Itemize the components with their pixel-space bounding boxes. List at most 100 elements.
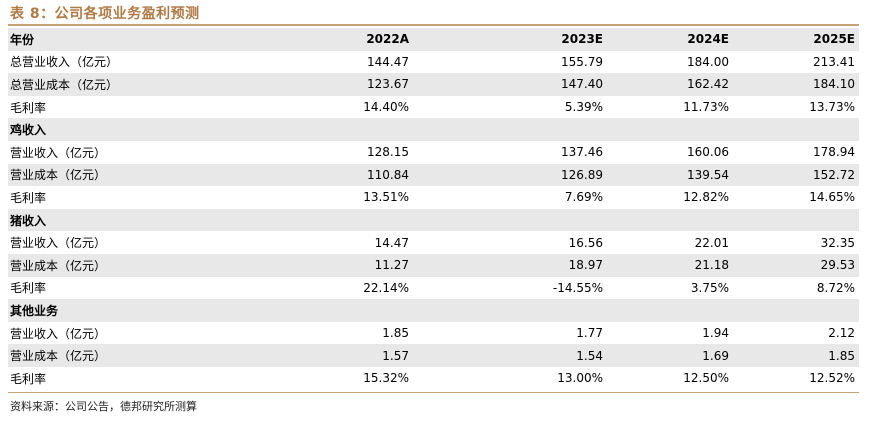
value-cell: 11.73% <box>683 100 729 115</box>
header-year: 2024E <box>607 28 733 51</box>
value-cell: 1.57 <box>312 344 417 367</box>
value-cell: 32.35 <box>820 235 855 250</box>
table-title: 表 8：公司各项业务盈利预测 <box>10 6 200 22</box>
value-cell: 11.27 <box>312 253 417 277</box>
value-cell: 160.06 <box>687 145 729 160</box>
value-cell: 12.50% <box>683 371 729 386</box>
forecast-table-body: 年份 2022A 2023E 2024E 2025E 总营业收入（亿元） 144.… <box>8 28 859 390</box>
table-row: 营业收入（亿元） 14.47 16.56 22.01 32.35 <box>8 231 859 254</box>
section-label: 猪收入 <box>8 208 312 232</box>
value-cell: 3.75% <box>690 280 729 295</box>
value-cell: 147.40 <box>417 73 607 96</box>
value-cell: 1.77 <box>576 326 603 341</box>
empty-cell <box>417 118 607 141</box>
table-row: 营业收入（亿元） 128.15 137.46 160.06 178.94 <box>8 141 859 164</box>
value-cell: 155.79 <box>561 54 603 69</box>
section-row: 猪收入 <box>8 208 859 232</box>
value-cell: 8.72% <box>816 280 855 295</box>
value-cell: 139.54 <box>607 163 733 187</box>
header-year: 2025E <box>733 28 859 51</box>
row-label: 营业收入（亿元） <box>10 326 107 341</box>
title-rule <box>8 24 859 26</box>
value-cell: 184.00 <box>687 54 729 69</box>
row-label: 毛利率 <box>10 100 47 115</box>
header-year: 2023E <box>417 28 607 51</box>
value-cell: 1.54 <box>417 344 607 367</box>
value-cell: 1.85 <box>733 344 859 367</box>
empty-cell <box>417 208 607 232</box>
value-cell: 110.84 <box>312 163 417 187</box>
value-cell: 128.15 <box>367 145 409 160</box>
value-cell: 123.67 <box>312 73 417 96</box>
row-label: 营业成本（亿元） <box>8 344 312 367</box>
header-row: 年份 2022A 2023E 2024E 2025E <box>8 28 859 51</box>
value-cell: 162.42 <box>607 73 733 96</box>
forecast-table: 年份 2022A 2023E 2024E 2025E 总营业收入（亿元） 144.… <box>8 28 859 390</box>
value-cell: 2.12 <box>828 326 855 341</box>
row-label: 营业收入（亿元） <box>10 145 107 160</box>
table-row: 毛利率 13.51% 7.69% 12.82% 14.65% <box>8 186 859 209</box>
row-label: 营业成本（亿元） <box>8 163 312 187</box>
value-cell: 14.47 <box>374 235 409 250</box>
value-cell: 12.82% <box>683 190 729 205</box>
value-cell: 213.41 <box>813 54 855 69</box>
table-row: 毛利率 14.40% 5.39% 11.73% 13.73% <box>8 96 859 119</box>
table-row: 营业成本（亿元） 110.84 126.89 139.54 152.72 <box>8 163 859 187</box>
value-cell: 15.32% <box>363 371 409 386</box>
table-row: 营业成本（亿元） 11.27 18.97 21.18 29.53 <box>8 253 859 277</box>
section-row: 其他业务 <box>8 299 859 322</box>
empty-cell <box>607 118 733 141</box>
value-cell: 14.65% <box>809 190 855 205</box>
section-label: 其他业务 <box>8 299 312 322</box>
header-year: 2022A <box>312 28 417 51</box>
value-cell: 7.69% <box>564 190 603 205</box>
empty-cell <box>312 118 417 141</box>
row-label: 毛利率 <box>10 190 47 205</box>
table-row: 总营业收入（亿元） 144.47 155.79 184.00 213.41 <box>8 51 859 74</box>
row-label: 营业收入（亿元） <box>10 236 107 251</box>
value-cell: 22.14% <box>363 280 409 295</box>
value-cell: 16.56 <box>568 235 603 250</box>
empty-cell <box>733 299 859 322</box>
row-label: 总营业收入（亿元） <box>10 55 119 70</box>
table-row: 毛利率 22.14% -14.55% 3.75% 8.72% <box>8 277 859 300</box>
empty-cell <box>312 299 417 322</box>
table-row: 总营业成本（亿元） 123.67 147.40 162.42 184.10 <box>8 73 859 96</box>
value-cell: 137.46 <box>561 145 603 160</box>
row-label: 总营业成本（亿元） <box>8 73 312 96</box>
value-cell: 14.40% <box>363 100 409 115</box>
value-cell: 21.18 <box>607 253 733 277</box>
header-label: 年份 <box>8 28 312 51</box>
empty-cell <box>733 118 859 141</box>
empty-cell <box>733 208 859 232</box>
source-note: 资料来源：公司公告，德邦研究所测算 <box>10 400 197 413</box>
value-cell: 12.52% <box>809 371 855 386</box>
section-row: 鸡收入 <box>8 118 859 141</box>
value-cell: 1.69 <box>607 344 733 367</box>
empty-cell <box>312 208 417 232</box>
table-row: 营业成本（亿元） 1.57 1.54 1.69 1.85 <box>8 344 859 367</box>
value-cell: 5.39% <box>564 100 603 115</box>
value-cell: 22.01 <box>694 235 729 250</box>
row-label: 营业成本（亿元） <box>8 253 312 277</box>
section-label: 鸡收入 <box>8 118 312 141</box>
value-cell: -14.55% <box>552 280 603 295</box>
value-cell: 18.97 <box>417 253 607 277</box>
empty-cell <box>417 299 607 322</box>
row-label: 毛利率 <box>10 371 47 386</box>
value-cell: 1.85 <box>382 326 409 341</box>
value-cell: 1.94 <box>702 326 729 341</box>
value-cell: 13.00% <box>557 371 603 386</box>
value-cell: 178.94 <box>813 145 855 160</box>
value-cell: 29.53 <box>733 253 859 277</box>
table-row: 营业收入（亿元） 1.85 1.77 1.94 2.12 <box>8 322 859 345</box>
row-label: 毛利率 <box>10 281 47 296</box>
empty-cell <box>607 299 733 322</box>
value-cell: 126.89 <box>417 163 607 187</box>
value-cell: 13.73% <box>809 100 855 115</box>
value-cell: 152.72 <box>733 163 859 187</box>
empty-cell <box>607 208 733 232</box>
value-cell: 144.47 <box>367 54 409 69</box>
bottom-rule <box>8 392 859 393</box>
value-cell: 13.51% <box>363 190 409 205</box>
